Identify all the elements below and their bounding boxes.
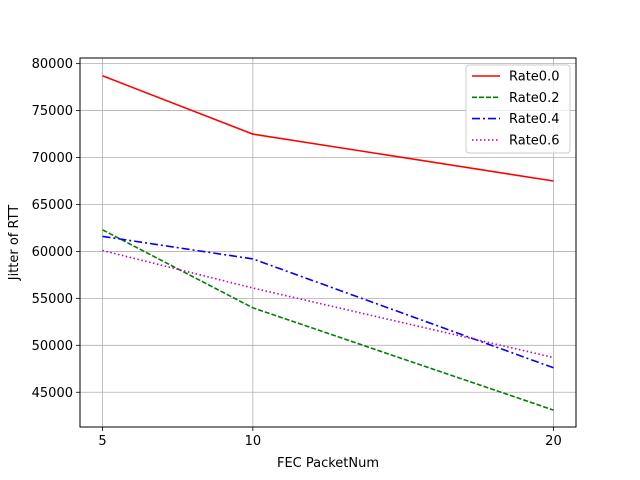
x-tick-label: 10 bbox=[245, 434, 262, 449]
x-tick-label: 20 bbox=[545, 434, 562, 449]
series-lines bbox=[102, 75, 554, 411]
series-line-rate0-0 bbox=[102, 75, 554, 182]
plot-frame bbox=[79, 57, 577, 428]
legend-box bbox=[465, 64, 571, 154]
series-line-rate0-4 bbox=[102, 235, 554, 369]
series-line-rate0-6 bbox=[102, 249, 554, 359]
y-tick-label: 70000 bbox=[32, 151, 73, 166]
y-tick-label: 65000 bbox=[32, 198, 73, 213]
series-line-rate0-2 bbox=[102, 229, 554, 411]
legend-label: Rate0.2 bbox=[509, 91, 559, 106]
legend-label: Rate0.4 bbox=[509, 112, 559, 127]
x-axis-label: FEC PacketNum bbox=[277, 456, 379, 471]
legend-label: Rate0.6 bbox=[509, 133, 559, 148]
y-tick-label: 45000 bbox=[32, 386, 73, 401]
y-tick-label: 50000 bbox=[32, 339, 73, 354]
y-tick-label: 80000 bbox=[32, 57, 73, 72]
y-tick-label: 55000 bbox=[32, 292, 73, 307]
y-axis-ticks: 45000 50000 55000 60000 65000 70000 75000 80000 bbox=[32, 57, 80, 401]
legend: Rate0.0 Rate0.2 Rate0.4 Rate0.6 bbox=[465, 64, 571, 154]
x-axis-ticks: 5 10 20 bbox=[98, 427, 562, 449]
y-tick-label: 75000 bbox=[32, 104, 73, 119]
x-tick-label: 5 bbox=[98, 434, 106, 449]
legend-label: Rate0.0 bbox=[509, 70, 559, 85]
y-tick-label: 60000 bbox=[32, 245, 73, 260]
y-axis-label: Jitter of RTT bbox=[7, 205, 22, 282]
